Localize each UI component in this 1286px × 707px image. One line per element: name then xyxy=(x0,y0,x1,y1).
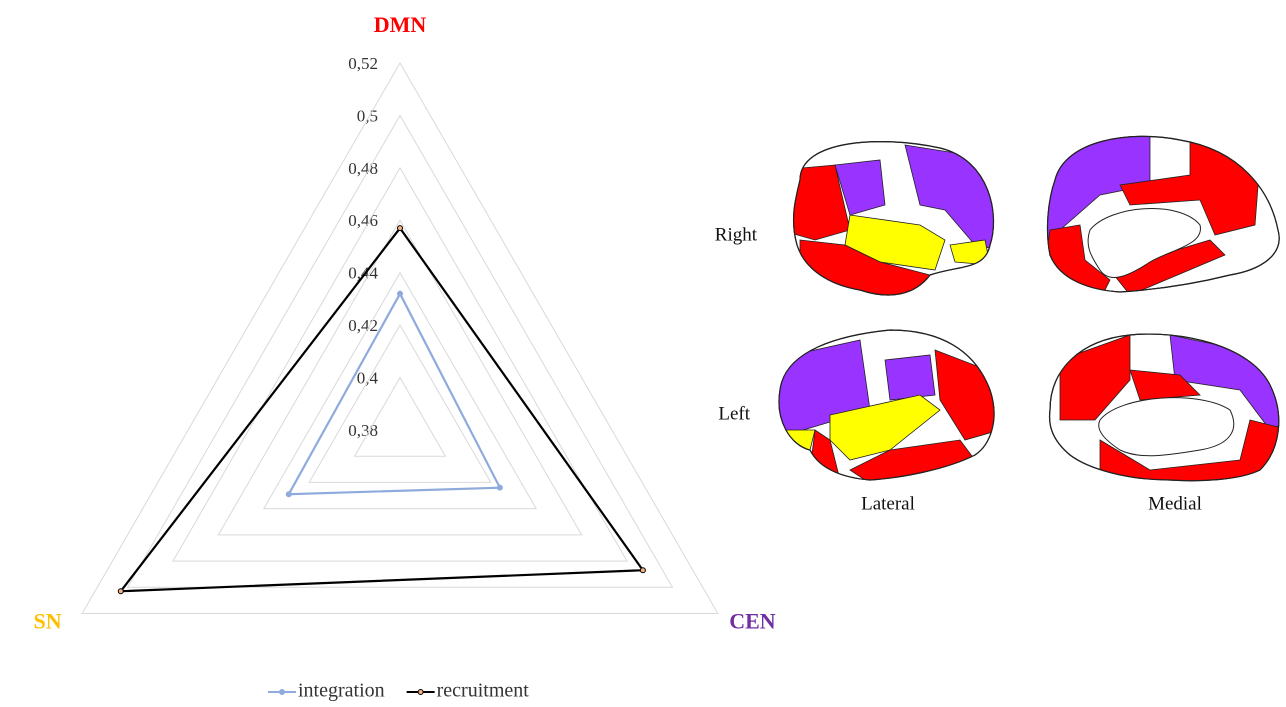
data-point xyxy=(397,225,403,232)
tick-label: 0,42 xyxy=(348,316,378,335)
brain-left-lateral xyxy=(778,329,995,481)
data-point xyxy=(639,567,646,574)
legend-marker xyxy=(279,689,285,695)
row-label: Right xyxy=(715,224,758,245)
data-point xyxy=(397,290,403,297)
legend-label: recruitment xyxy=(437,680,530,702)
brain-left-medial xyxy=(1048,333,1280,482)
data-point xyxy=(496,484,503,491)
axis-label: DMN xyxy=(374,12,427,37)
grid-line xyxy=(81,61,719,614)
grid-line xyxy=(308,324,492,483)
tick-label: 0,52 xyxy=(348,54,378,73)
axis-label: CEN xyxy=(729,609,776,634)
brain-right-medial xyxy=(1046,135,1280,293)
tick-label: 0,48 xyxy=(348,159,378,178)
data-point xyxy=(285,491,292,498)
tick-label: 0,5 xyxy=(357,106,378,125)
grid-line xyxy=(172,166,628,562)
column-label: Lateral xyxy=(861,493,915,514)
tick-label: 0,38 xyxy=(348,421,378,440)
grid-line xyxy=(262,271,538,510)
column-label: Medial xyxy=(1148,493,1202,514)
grid-line xyxy=(126,114,674,588)
tick-label: 0,4 xyxy=(357,368,379,387)
tick-label: 0,46 xyxy=(348,211,378,230)
data-point xyxy=(117,588,124,595)
axis-label: SN xyxy=(33,609,61,634)
tick-label: 0,44 xyxy=(348,264,378,283)
brain-right-lateral xyxy=(792,141,995,296)
series-line xyxy=(118,226,645,593)
legend-marker xyxy=(417,689,424,695)
series-line xyxy=(286,291,502,496)
grid-line xyxy=(353,376,447,457)
row-label: Left xyxy=(718,403,750,424)
grid-line xyxy=(217,219,583,536)
legend-label: integration xyxy=(298,680,385,702)
